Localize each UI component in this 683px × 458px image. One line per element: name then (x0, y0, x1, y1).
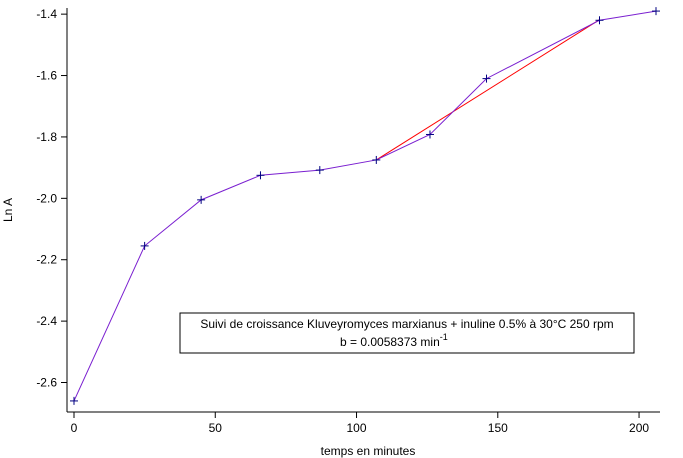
annotation-line2-main: b = 0.0058373 min (340, 335, 440, 349)
data-point (482, 74, 491, 83)
y-ticks: -2.6 -2.4 -2.2 -2.0 -1.8 -1.6 -1.4 (36, 7, 67, 390)
annotation-line1: Suivi de croissance Kluveyromyces marxia… (200, 317, 613, 331)
data-point (315, 166, 324, 175)
annotation-box: Suivi de croissance Kluveyromyces marxia… (179, 312, 635, 354)
data-point (140, 241, 149, 250)
y-tick-label: -2.6 (36, 376, 57, 390)
x-tick-label: 0 (71, 421, 78, 435)
data-point (595, 16, 604, 25)
fit-line (376, 19, 600, 161)
y-tick-label: -2.2 (36, 253, 57, 267)
x-ticks: 0 50 100 150 200 (71, 412, 649, 435)
y-tick-label: -1.6 (36, 69, 57, 83)
fit-line-group (376, 19, 600, 161)
data-point (70, 396, 78, 405)
x-tick-label: 200 (629, 421, 649, 435)
data-point (425, 130, 434, 139)
x-tick-label: 100 (347, 421, 367, 435)
data-point (372, 155, 381, 164)
markers-group (70, 7, 660, 405)
data-point (197, 195, 206, 204)
y-tick-label: -1.8 (36, 130, 57, 144)
y-axis-title: Ln A (1, 198, 15, 222)
data-point (256, 171, 265, 180)
y-tick-label: -1.4 (36, 7, 57, 21)
y-tick-label: -2.4 (36, 314, 57, 328)
y-tick-label: -2.0 (36, 191, 57, 205)
x-tick-label: 50 (209, 421, 223, 435)
annotation-line2-sup: -1 (440, 332, 448, 342)
data-point (652, 7, 660, 16)
series-group (73, 10, 657, 402)
x-axis-title: temps en minutes (321, 444, 416, 458)
annotation-frame (179, 312, 635, 354)
x-tick-label: 150 (488, 421, 508, 435)
annotation-line2: b = 0.0058373 min-1 (340, 332, 448, 349)
series-line (73, 10, 657, 402)
